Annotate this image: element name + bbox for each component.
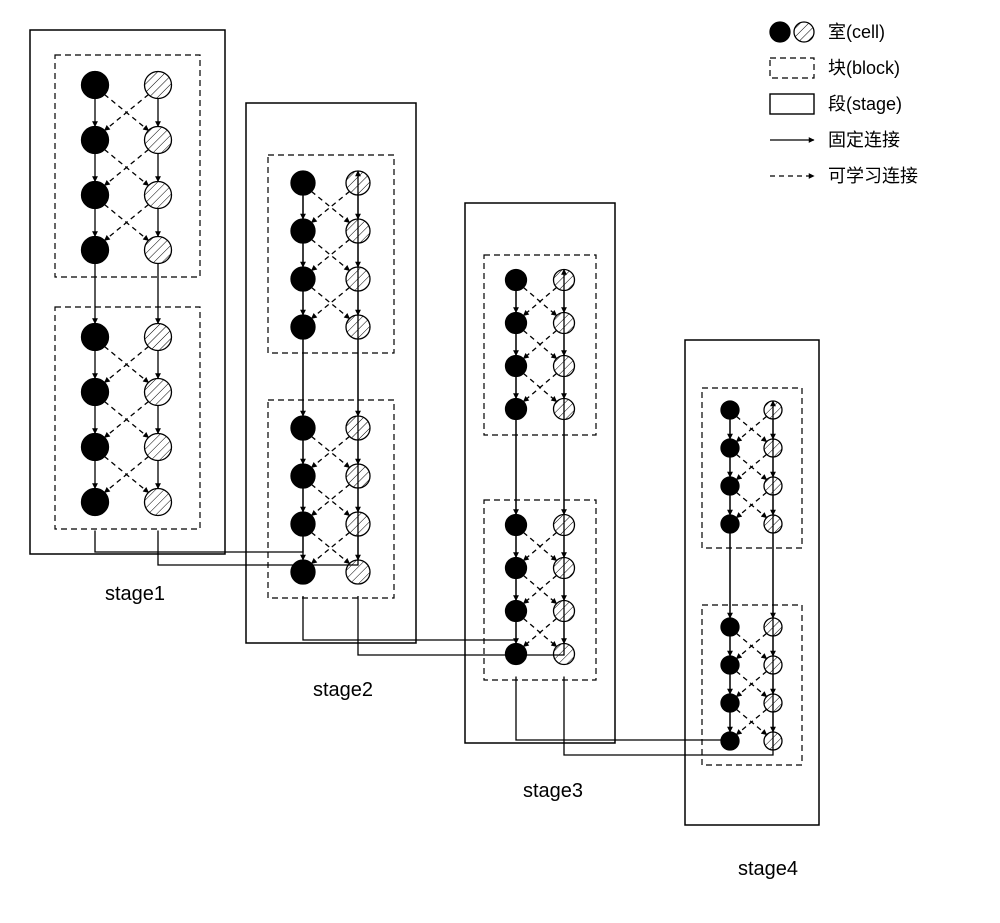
legend-cell-hatched-icon — [794, 22, 814, 42]
block-border — [55, 55, 200, 277]
inter-stage-connectors — [95, 171, 773, 755]
edge-dashed — [311, 239, 349, 270]
edge-dashed — [736, 633, 766, 658]
block-1-edges — [95, 346, 158, 492]
edge-dashed — [311, 191, 349, 222]
cell-hatched — [145, 182, 172, 209]
edge-dashed — [736, 454, 766, 479]
cell-solid — [291, 560, 315, 584]
stage-border — [246, 103, 416, 643]
legend-row-4: 可学习连接 — [770, 166, 918, 186]
block-0-edges — [95, 94, 158, 240]
cell-solid — [82, 237, 109, 264]
stage-connector-left — [95, 171, 303, 552]
cell-hatched — [145, 489, 172, 516]
block-border — [55, 307, 200, 529]
edge-dashed — [311, 484, 349, 515]
block-1-edges — [303, 436, 358, 563]
cell-hatched — [145, 127, 172, 154]
edge-dashed — [311, 239, 349, 270]
stage-connector-right — [358, 270, 564, 656]
block-border — [268, 155, 394, 353]
cell-solid — [82, 379, 109, 406]
stage-connector-right — [564, 401, 773, 755]
block-0-edges — [303, 191, 358, 318]
stage2: stage2 — [246, 103, 416, 701]
stage-label: stage1 — [105, 583, 165, 605]
edge-dashed — [736, 416, 766, 441]
block-0-edges — [516, 287, 564, 401]
legend-row-0: 室(cell) — [770, 22, 885, 42]
edge-dashed — [311, 532, 349, 563]
cell-solid — [82, 434, 109, 461]
legend-row-1: 块(block) — [770, 58, 900, 78]
stage-label: stage3 — [523, 780, 583, 802]
edge-dashed — [311, 436, 349, 467]
legend-label: 室(cell) — [828, 22, 885, 42]
block-border — [268, 400, 394, 598]
legend-stage-icon — [770, 94, 814, 114]
legend-label: 段(stage) — [828, 94, 902, 114]
edge-dashed — [736, 492, 766, 517]
legend-label: 可学习连接 — [828, 166, 918, 186]
cell-hatched — [145, 379, 172, 406]
stage-label: stage4 — [738, 858, 798, 880]
edge-dashed — [311, 287, 349, 318]
cell-hatched — [145, 72, 172, 99]
cell-solid — [82, 182, 109, 209]
cell-solid — [82, 127, 109, 154]
cell-hatched — [145, 434, 172, 461]
stage3: stage3 — [465, 203, 615, 802]
legend-row-3: 固定连接 — [770, 130, 900, 150]
legend-label: 固定连接 — [828, 130, 900, 150]
edge-dashed — [736, 671, 766, 696]
cell-solid — [82, 72, 109, 99]
stage-connector-left — [516, 401, 730, 740]
edge-dashed — [311, 287, 349, 318]
legend-label: 块(block) — [828, 58, 900, 78]
cell-solid — [82, 489, 109, 516]
block-0-edges — [730, 416, 773, 517]
legend-row-2: 段(stage) — [770, 94, 902, 114]
cell-hatched — [145, 324, 172, 351]
stage-connector-right — [158, 171, 358, 565]
cell-solid — [506, 644, 527, 665]
stage-label: stage2 — [313, 679, 373, 701]
edge-dashed — [311, 532, 349, 563]
cell-solid — [82, 324, 109, 351]
legend: 室(cell) 块(block) 段(stage) 固定连接可学习连接 — [770, 22, 918, 186]
edge-dashed — [311, 191, 349, 222]
edge-dashed — [311, 436, 349, 467]
stage4: stage4 — [685, 340, 819, 880]
block-1-edges — [516, 532, 564, 646]
legend-block-icon — [770, 58, 814, 78]
stage-border — [465, 203, 615, 743]
stage-border — [685, 340, 819, 825]
edge-dashed — [311, 484, 349, 515]
legend-cell-solid-icon — [770, 22, 790, 42]
stage1: stage1 — [30, 30, 225, 605]
cell-hatched — [145, 237, 172, 264]
edge-dashed — [736, 709, 766, 734]
block-1-edges — [730, 633, 773, 734]
